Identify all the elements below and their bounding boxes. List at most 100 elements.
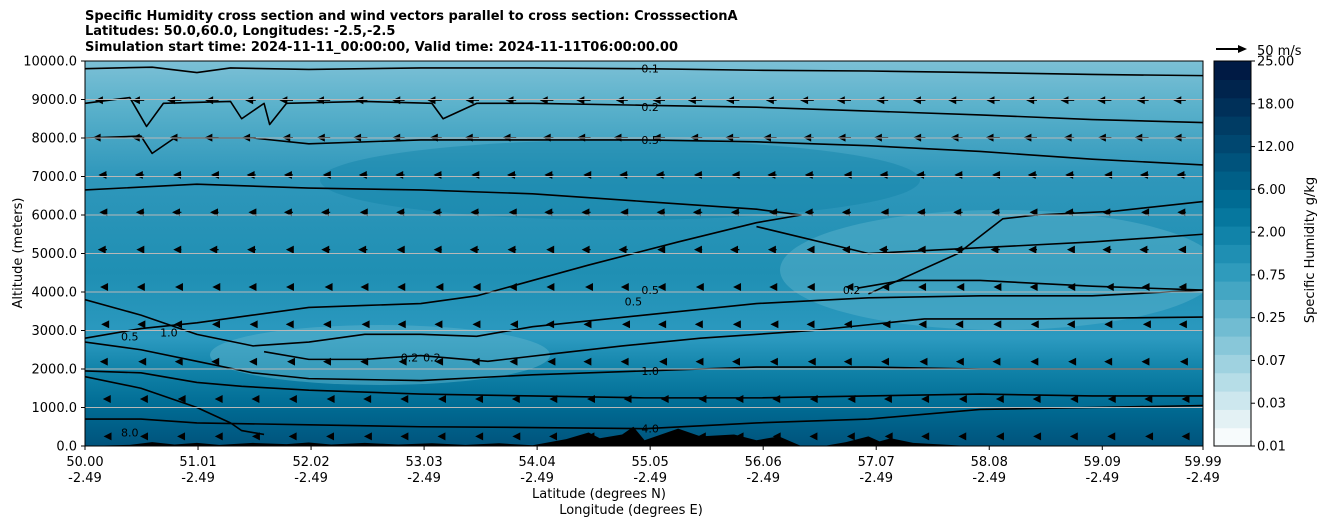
wind-vector-arrow [767,245,777,254]
wind-vector-arrow [772,395,781,404]
wind-vector-arrow [622,320,631,329]
wind-vector-arrow [1104,320,1113,329]
wind-vector-arrow [205,96,219,105]
chart-title-line-3: Simulation start time: 2024-11-11_00:00:… [85,40,678,55]
contour-line [85,375,265,436]
wind-vector-arrow [836,96,851,105]
wind-vector-arrow [842,245,851,254]
contour-label: 0.5 [641,134,659,147]
colorbar-tick-label: 0.01 [1257,440,1286,455]
y-tick-label: 7000.0 [32,170,78,185]
contour-labels: 0.10.20.50.50.5 0.20.5 1.00.2 0.21.04.08.0 [121,63,860,440]
wind-vector-arrow [991,208,1000,217]
wind-vector-arrow [876,96,889,105]
wind-vector-arrow [315,96,331,105]
wind-vector-arrow [986,96,1000,105]
wind-vector-arrow [1141,357,1150,366]
wind-vector-arrow [882,320,891,329]
contour-label: 0.5 [121,330,139,343]
wind-vector-arrow [324,283,333,291]
wind-vector-arrow [730,245,740,254]
wind-vector-arrow [249,320,258,329]
wind-vector-arrow [1141,208,1150,217]
colorbar-segment [1214,134,1251,154]
wind-vector-arrow [287,357,296,366]
wind-vector-arrow [1144,395,1153,404]
wind-vector-arrow [323,320,332,329]
colorbar-segment [1214,317,1251,337]
wind-vector-arrow [546,245,555,254]
wind-vector-arrow [251,432,260,441]
wind-vector-arrow [1030,357,1039,366]
contour-line [85,289,1203,347]
wind-vector-arrow [469,245,479,254]
x-tick-label-lat: 51.01 [179,455,216,470]
wind-vector-arrow [465,96,479,105]
humid-core [320,140,920,220]
wind-vector-arrow [1102,245,1112,254]
wind-vector-arrow [285,245,294,254]
wind-vector-arrow [695,357,704,366]
wind-vector-arrow [360,283,369,291]
contour-line [263,316,1203,363]
wind-vector-arrow [549,395,558,404]
y-tick-label: 10000.0 [23,55,77,70]
wind-vector-arrow [652,96,665,105]
dry-region-north [780,210,1203,330]
wind-vector-arrow [883,395,892,404]
wind-vector-arrow [1104,357,1113,366]
wind-vector-arrow [363,432,372,441]
colorbar-segment [1214,61,1251,80]
wind-vector-arrow [507,245,517,254]
wind-vector-arrow [279,96,293,105]
wind-vector-arrow [1177,208,1186,217]
wind-vector-arrow [97,245,107,254]
x-tick-label-lat: 58.08 [971,455,1008,470]
wind-vector-arrow [884,432,893,441]
wind-vector-arrow [139,395,148,404]
x-tick-label-lon: -2.49 [520,471,554,486]
wind-vector-arrow [726,96,740,105]
wind-vector-arrow [285,320,294,329]
wind-vector-arrow [658,320,667,329]
wind-vector-arrow [881,283,890,291]
colorbar-segment [1214,226,1251,245]
contour-label: 0.2 [423,351,441,364]
wind-vector-arrow [210,208,219,217]
wind-vector-arrow [576,96,591,105]
grid-lines [85,99,1203,408]
wind-vector-arrow [583,320,592,329]
contour-label: 1.0 [641,365,659,378]
colorbar-segment [1214,281,1251,300]
wind-vector-arrow [800,96,814,105]
colorbar-segment [1214,244,1251,264]
dry-tongue [210,325,550,385]
wind-vector-arrow [809,432,818,441]
wind-vector-arrow [396,245,405,254]
wind-vector-arrow [546,320,555,329]
wind-vector-arrow [620,357,629,366]
x-axis-label-lon: Longitude (degrees E) [559,503,703,518]
wind-vector-arrow [916,208,926,217]
wind-vector-arrow [321,208,331,217]
x-tick-label-lon: -2.49 [407,471,441,486]
quiver-key-label: 50 m/s [1257,44,1302,59]
x-axis: 50.00-2.4951.01-2.4952.02-2.4953.03-2.49… [66,446,1222,486]
wind-vector-arrow [175,283,183,291]
wind-vector-arrow [323,357,331,366]
colorbar-tick-label: 12.00 [1257,140,1294,155]
x-tick-label-lon: -2.49 [633,471,667,486]
wind-vector-arrow [770,320,779,329]
wind-vector-arrow [508,283,517,291]
wind-vector-arrow [1145,432,1154,441]
wind-vector-arrow [174,320,183,329]
wind-vector-arrow [137,320,146,329]
wind-vector-arrow [172,208,182,217]
colorbar-segment [1214,116,1251,135]
wind-vector-arrow [1026,96,1037,105]
y-tick-label: 2000.0 [32,363,78,378]
wind-vector-arrow [359,208,368,217]
wind-vector-arrow [1139,245,1149,254]
wind-vector-arrow [1173,96,1186,105]
wind-vector-arrow [730,208,740,217]
